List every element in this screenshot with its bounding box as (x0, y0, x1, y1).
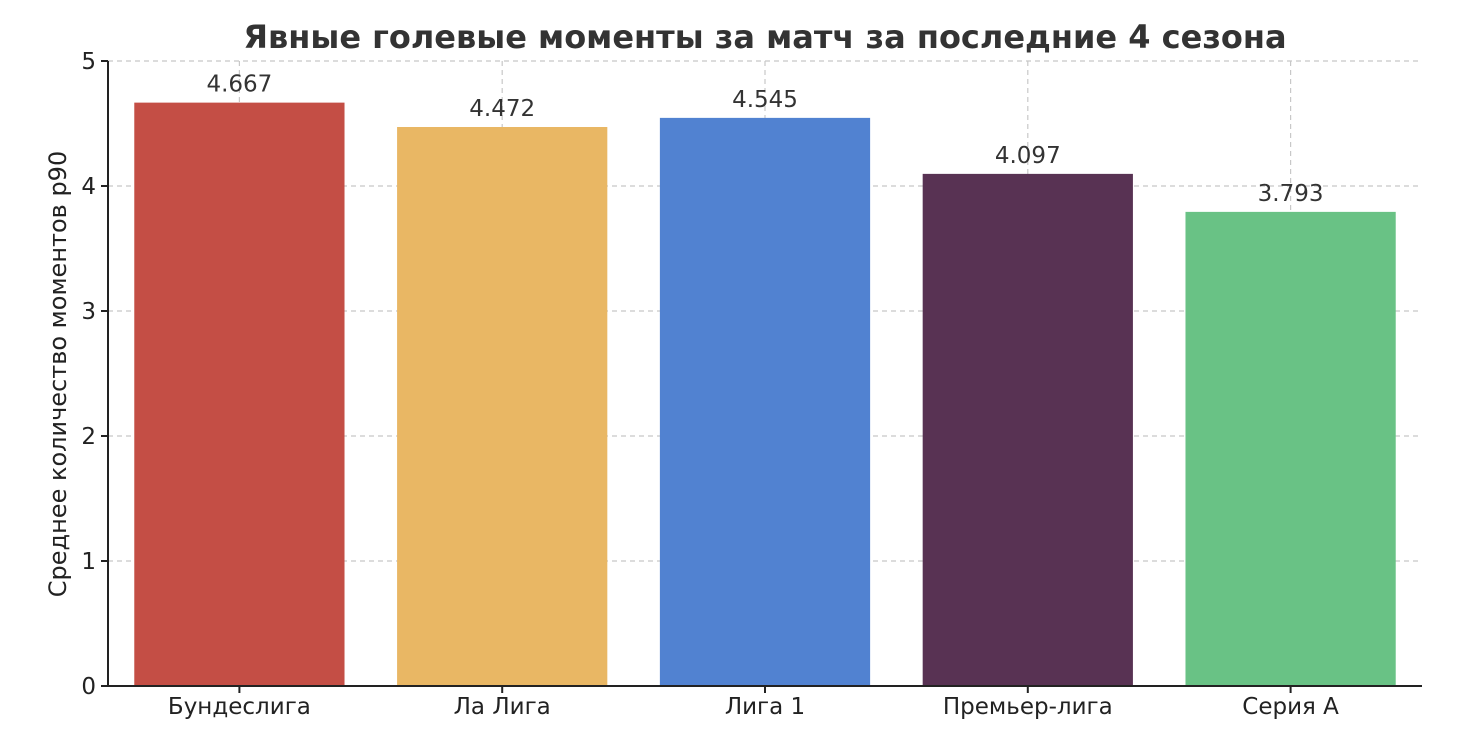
x-tick-label: Ла Лига (454, 694, 551, 720)
bar (134, 102, 345, 686)
y-tick-label: 1 (81, 549, 96, 575)
y-tick-label: 5 (81, 49, 96, 75)
x-tick-label: Лига 1 (725, 694, 805, 720)
y-axis-label: Среднее количество моментов p90 (44, 151, 72, 597)
bar-value-label: 4.097 (995, 143, 1061, 169)
x-tick-label: Премьер-лига (943, 694, 1113, 720)
y-tick-label: 3 (81, 299, 96, 325)
y-tick-label: 2 (81, 424, 96, 450)
x-tick-label: Серия А (1242, 694, 1339, 720)
axes: 0 1 2 3 4 5 Бундеслига Ла Лига Лига 1 Премьер-лиг… (81, 49, 1422, 720)
bar-value-label: 3.793 (1258, 181, 1324, 207)
bar (922, 173, 1133, 686)
chart-title: Явные голевые моменты за матч за последн… (243, 18, 1286, 56)
bar-value-label: 4.472 (469, 96, 535, 122)
value-labels: 4.667 4.472 4.545 4.097 3.793 (206, 72, 1323, 207)
bars (134, 102, 1396, 686)
bar (397, 127, 608, 686)
bar (659, 117, 871, 686)
y-tick-label: 0 (81, 674, 96, 700)
bar (1185, 211, 1396, 686)
x-tick-label: Бундеслига (168, 694, 311, 720)
bar-value-label: 4.667 (206, 72, 272, 98)
bar-value-label: 4.545 (732, 87, 798, 113)
y-tick-label: 4 (81, 174, 96, 200)
